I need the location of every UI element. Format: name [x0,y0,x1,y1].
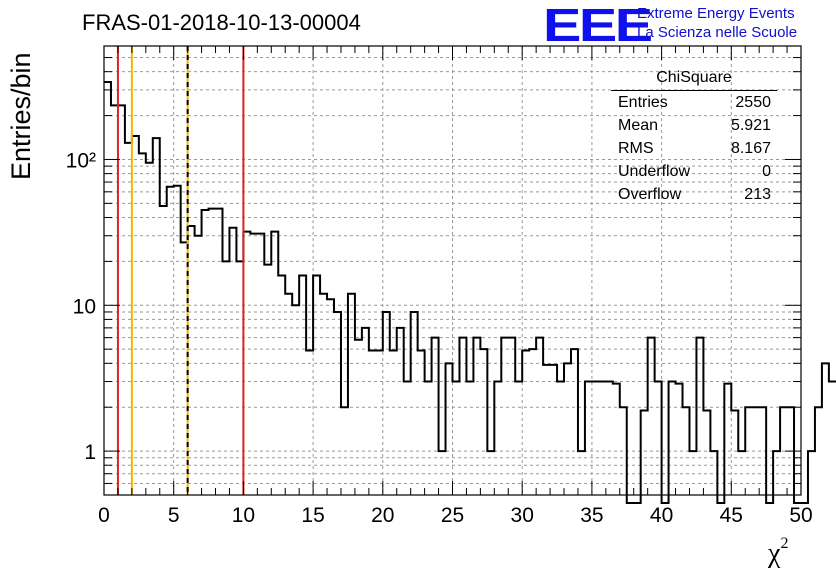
stats-value: 5.921 [730,117,771,134]
x-tick-label: 45 [720,504,743,527]
stats-label: Overflow [618,186,682,203]
y-tick-labels: 1 10 10² [66,149,96,464]
y-tick-label: 10² [66,149,96,172]
histogram-bins [104,80,836,504]
stats-name: ChiSquare [611,66,777,91]
axes-frame [103,45,802,496]
x-axis-label: χ2 [768,535,788,570]
stats-label: Mean [618,117,659,134]
stats-value: 213 [744,186,771,203]
threshold-lines [116,46,245,495]
x-tick-label: 10 [232,504,255,527]
eee-logo: EEE [543,0,653,51]
y-axis-label: Entries/bin [6,52,37,180]
stats-row-overflow: Overflow 213 [611,183,779,206]
y-tick-label: 1 [84,441,96,464]
x-axis-label-superscript: 2 [780,535,789,552]
histogram-step-line [104,80,836,504]
x-tick-label: 5 [168,504,180,527]
logo-line-1: Extreme Energy Events [637,5,795,22]
x-tick-label: 0 [98,504,110,527]
stats-value: 8.167 [730,140,771,157]
x-tick-label: 50 [789,504,812,527]
logo-line-2: La Scienza nelle Scuole [637,24,798,41]
chart-title: FRAS-01-2018-10-13-00004 [82,10,361,35]
x-tick-label: 35 [580,504,603,527]
stats-label: Underflow [618,163,691,180]
x-tick-label: 15 [301,504,324,527]
stats-label: Entries [618,94,668,111]
x-tick-labels: 0 5 10 15 20 25 30 35 40 45 50 [98,504,813,527]
stats-row-underflow: Underflow 0 [611,160,779,183]
stats-label: RMS [618,140,654,157]
x-tick-label: 25 [441,504,464,527]
stats-row-rms: RMS 8.167 [611,137,779,160]
stats-value: 2550 [735,94,771,111]
stats-box: ChiSquare Entries 2550 Mean 5.921 RMS 8.… [611,66,779,206]
x-axis-label-text: χ [768,538,781,569]
stats-row-mean: Mean 5.921 [611,114,779,137]
y-tick-label: 10 [73,295,96,318]
y-axis-label-text: Entries/bin [6,52,36,180]
x-tick-label: 30 [511,504,534,527]
stats-row-entries: Entries 2550 [611,91,779,114]
stats-value: 0 [762,163,771,180]
x-tick-label: 20 [371,504,394,527]
x-tick-label: 40 [650,504,673,527]
grid-lines [104,45,801,496]
